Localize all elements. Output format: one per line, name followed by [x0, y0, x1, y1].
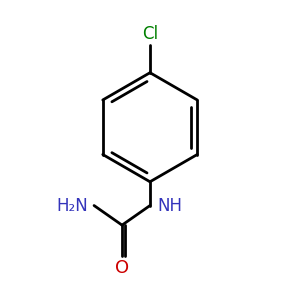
Text: NH: NH [157, 196, 182, 215]
Text: Cl: Cl [142, 25, 158, 43]
Text: H₂N: H₂N [57, 196, 88, 215]
Text: O: O [115, 259, 129, 277]
